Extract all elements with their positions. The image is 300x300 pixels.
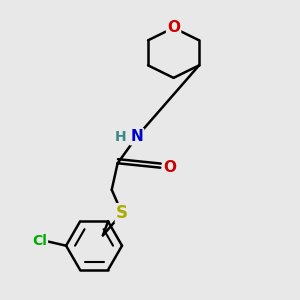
Text: H: H bbox=[115, 130, 126, 144]
Text: O: O bbox=[163, 160, 176, 175]
Text: Cl: Cl bbox=[32, 234, 47, 248]
Text: O: O bbox=[167, 20, 180, 35]
Text: S: S bbox=[116, 204, 128, 222]
Text: N: N bbox=[130, 129, 143, 144]
